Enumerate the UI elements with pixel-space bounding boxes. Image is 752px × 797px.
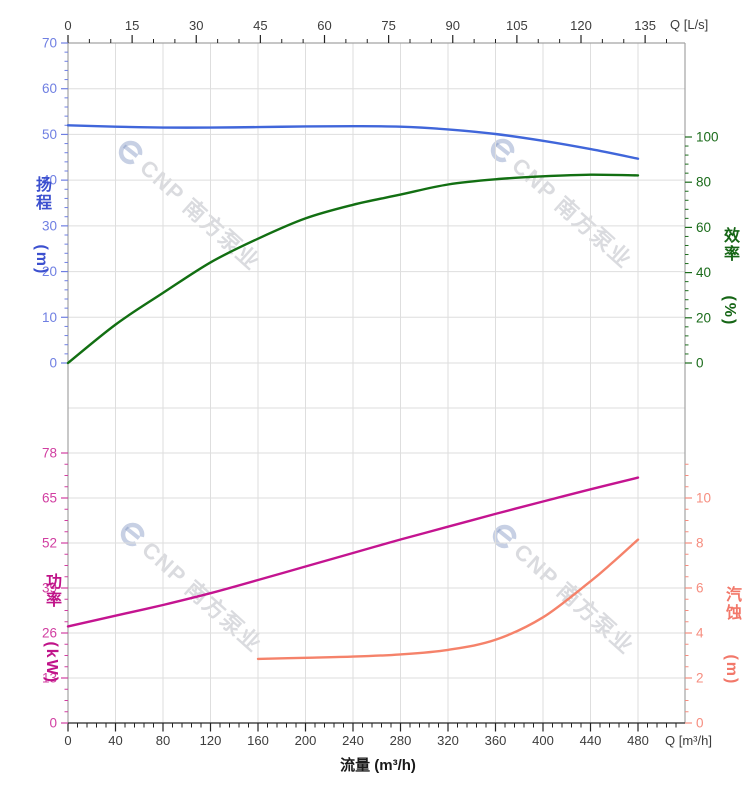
svg-text:440: 440 bbox=[580, 733, 602, 748]
svg-text:26: 26 bbox=[42, 626, 57, 641]
svg-text:0: 0 bbox=[64, 733, 71, 748]
top-axis-unit-label: Q [L/s] bbox=[670, 17, 709, 32]
svg-text:200: 200 bbox=[295, 733, 317, 748]
svg-text:240: 240 bbox=[342, 733, 364, 748]
npsh-curve bbox=[256, 538, 640, 661]
svg-text:39: 39 bbox=[42, 581, 57, 596]
svg-text:0: 0 bbox=[64, 18, 71, 33]
svg-text:10: 10 bbox=[696, 491, 711, 506]
svg-text:400: 400 bbox=[532, 733, 554, 748]
svg-text:13: 13 bbox=[42, 671, 57, 686]
svg-text:160: 160 bbox=[247, 733, 269, 748]
flow-axis-title: 流量 (m³/h) bbox=[340, 757, 416, 774]
svg-text:80: 80 bbox=[156, 733, 170, 748]
svg-text:135: 135 bbox=[634, 18, 656, 33]
svg-text:30: 30 bbox=[42, 218, 57, 233]
svg-text:40: 40 bbox=[696, 265, 711, 280]
svg-text:360: 360 bbox=[485, 733, 507, 748]
svg-text:30: 30 bbox=[189, 18, 203, 33]
bottom-x-axis: 0 40 80 120 160 200 240 280 320 360 400 440 480 bbox=[64, 723, 677, 748]
svg-text:90: 90 bbox=[446, 18, 460, 33]
svg-text:45: 45 bbox=[253, 18, 267, 33]
npsh-axis-title: 汽蚀 (m) bbox=[723, 586, 740, 686]
svg-text:105: 105 bbox=[506, 18, 528, 33]
svg-text:70: 70 bbox=[42, 36, 57, 51]
svg-text:CNP 南方泵业: CNP 南方泵业 bbox=[507, 153, 637, 273]
svg-text:120: 120 bbox=[570, 18, 592, 33]
svg-text:52: 52 bbox=[42, 536, 57, 551]
watermark-logo-icon bbox=[118, 140, 143, 165]
svg-text:65: 65 bbox=[42, 491, 57, 506]
efficiency-axis-title: 效率 (%) bbox=[721, 227, 738, 327]
svg-text:480: 480 bbox=[627, 733, 649, 748]
svg-text:10: 10 bbox=[42, 310, 57, 325]
svg-text:2: 2 bbox=[696, 671, 704, 686]
svg-text:15: 15 bbox=[125, 18, 139, 33]
power-curve bbox=[66, 476, 640, 628]
svg-text:320: 320 bbox=[437, 733, 459, 748]
svg-text:100: 100 bbox=[696, 130, 719, 145]
svg-text:20: 20 bbox=[696, 310, 711, 325]
svg-text:60: 60 bbox=[696, 220, 711, 235]
watermark-tile: CNP 南方泵业 bbox=[492, 524, 639, 659]
head-axis-title: 扬程 (m) bbox=[33, 176, 50, 276]
power-axis-title: 功率 (kW) bbox=[43, 573, 60, 685]
svg-text:120: 120 bbox=[200, 733, 222, 748]
svg-text:0: 0 bbox=[696, 356, 704, 371]
watermark-tile: CNP 南方泵业 bbox=[118, 140, 265, 275]
bottom-axis-unit-label: Q [m³/h] bbox=[665, 733, 712, 748]
svg-text:75: 75 bbox=[381, 18, 395, 33]
svg-text:4: 4 bbox=[696, 626, 704, 641]
svg-text:80: 80 bbox=[696, 175, 711, 190]
head-curve bbox=[66, 124, 640, 160]
gridlines bbox=[68, 42, 685, 724]
svg-text:50: 50 bbox=[42, 127, 57, 142]
svg-text:60: 60 bbox=[317, 18, 331, 33]
watermark-tile: CNP 南方泵业 bbox=[490, 138, 637, 273]
efficiency-curve bbox=[66, 173, 640, 365]
svg-text:60: 60 bbox=[42, 81, 57, 96]
svg-text:20: 20 bbox=[42, 264, 57, 279]
svg-text:8: 8 bbox=[696, 536, 704, 551]
power-y-axis: 0 13 26 39 52 65 78 bbox=[42, 446, 68, 731]
svg-text:6: 6 bbox=[696, 581, 704, 596]
svg-text:280: 280 bbox=[390, 733, 412, 748]
svg-text:0: 0 bbox=[49, 716, 57, 731]
efficiency-y-axis: 0 20 40 60 80 100 bbox=[685, 130, 719, 371]
top-x-axis: 0 15 30 45 60 75 90 105 120 135 bbox=[64, 18, 667, 43]
svg-text:0: 0 bbox=[696, 716, 704, 731]
plot-border bbox=[67, 42, 686, 724]
svg-text:40: 40 bbox=[108, 733, 122, 748]
svg-text:0: 0 bbox=[49, 356, 57, 371]
watermark-layer: CNP 南方泵业 CNP 南方泵业 CNP 南方泵业 CNP 南方泵业 bbox=[118, 138, 639, 659]
svg-text:40: 40 bbox=[42, 173, 57, 188]
npsh-y-axis: 0 2 4 6 8 10 bbox=[685, 463, 711, 731]
svg-text:CNP 南方泵业: CNP 南方泵业 bbox=[135, 155, 265, 275]
svg-text:78: 78 bbox=[42, 446, 57, 461]
svg-text:CNP 南方泵业: CNP 南方泵业 bbox=[137, 537, 267, 657]
watermark-logo-icon bbox=[492, 524, 517, 549]
